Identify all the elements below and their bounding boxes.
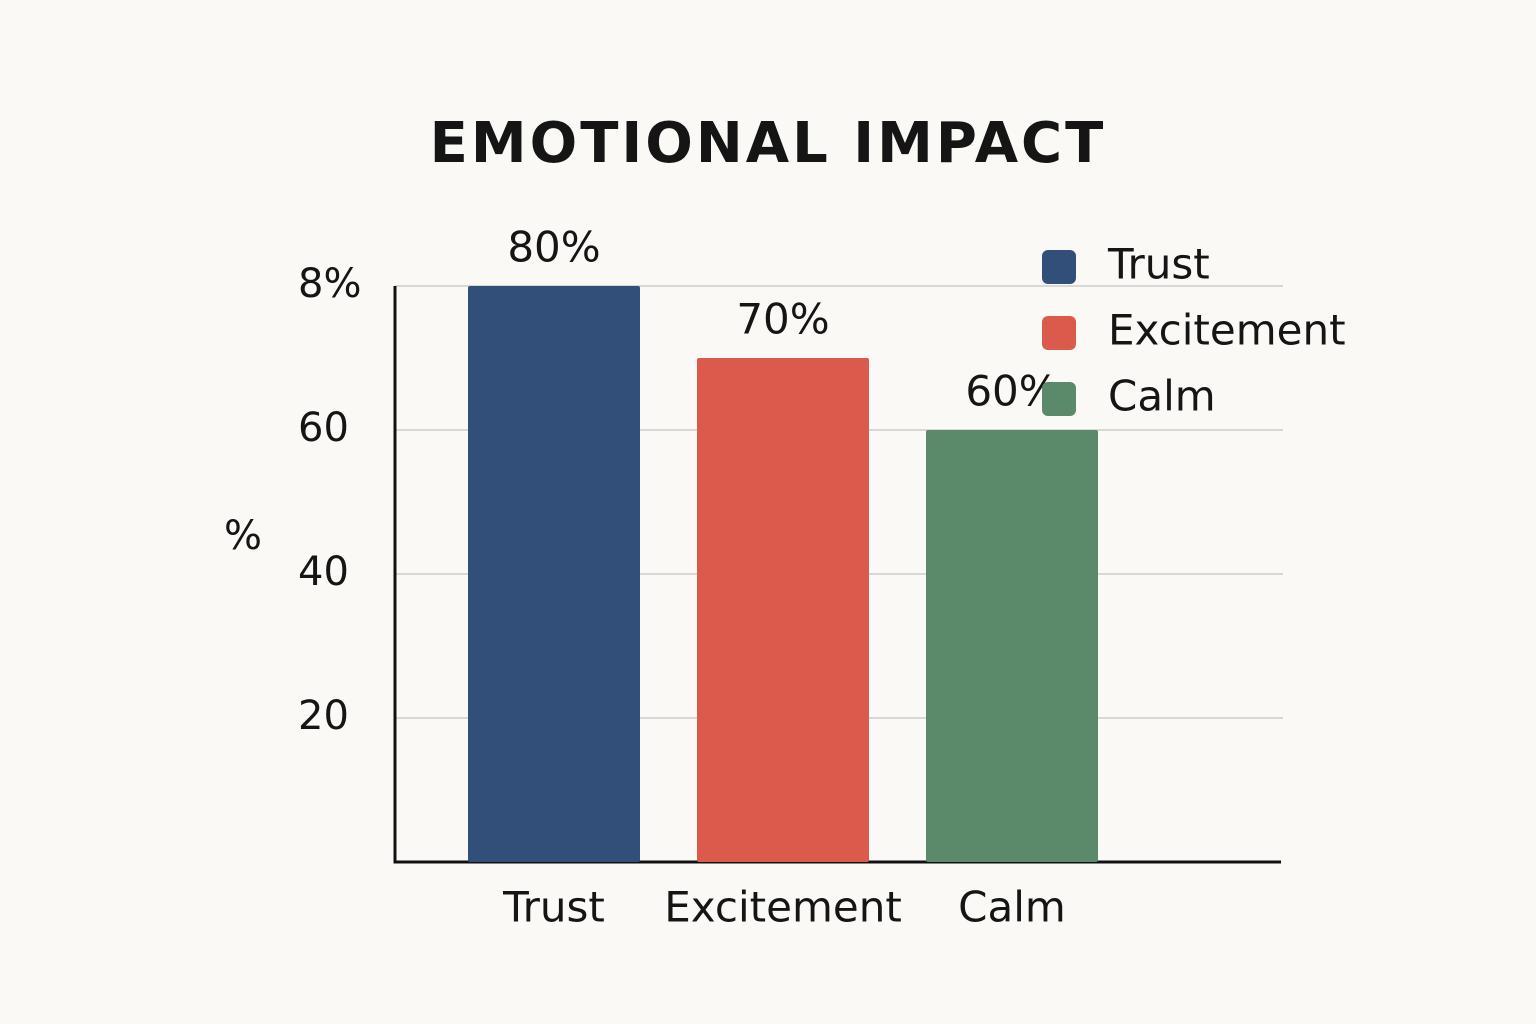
y-tick-label: 60 <box>298 405 349 451</box>
x-tick-label: Trust <box>502 883 605 932</box>
y-tick-label: 40 <box>298 549 349 595</box>
legend-label: Trust <box>1107 240 1210 289</box>
legend-swatch <box>1042 250 1076 284</box>
bar <box>697 358 869 862</box>
bar <box>468 286 640 862</box>
y-axis-label: % <box>224 513 262 559</box>
legend-label: Excitement <box>1108 306 1346 355</box>
legend-swatch <box>1042 382 1076 416</box>
legend-swatch <box>1042 316 1076 350</box>
x-tick-label: Calm <box>958 883 1066 932</box>
y-tick-label: 8% <box>298 261 361 307</box>
chart-title: EMOTIONAL IMPACT <box>430 111 1107 176</box>
data-label: 80% <box>507 223 600 272</box>
data-label: 70% <box>736 295 829 344</box>
legend-label: Calm <box>1108 372 1216 421</box>
x-tick-label: Excitement <box>664 883 902 932</box>
bar <box>926 430 1098 862</box>
y-tick-label: 20 <box>298 693 349 739</box>
